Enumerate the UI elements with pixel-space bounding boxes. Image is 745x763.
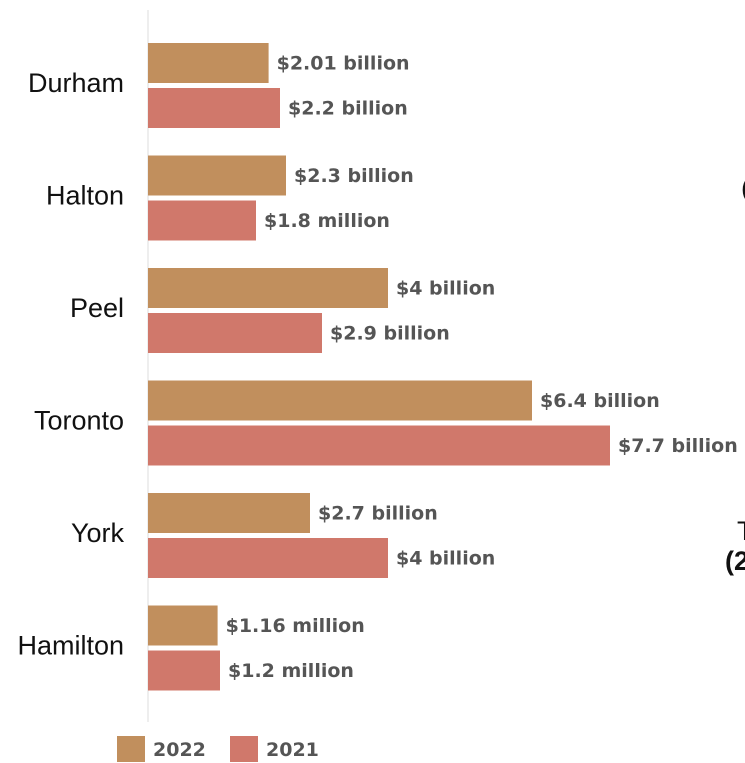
data-label-toronto-2021: $7.7 billion bbox=[618, 435, 738, 457]
category-label-hamilton: Hamilton bbox=[17, 631, 124, 661]
category-label-york: York bbox=[71, 518, 125, 548]
data-label-durham-2022: $2.01 billion bbox=[277, 53, 410, 75]
side-text-fragment: (2 bbox=[725, 546, 745, 576]
data-label-halton-2022: $2.3 billion bbox=[294, 165, 414, 187]
legend-label-2022: 2022 bbox=[153, 739, 206, 761]
data-label-halton-2021: $1.8 million bbox=[264, 210, 390, 232]
bar-toronto-2021 bbox=[148, 425, 610, 466]
bar-durham-2022 bbox=[148, 43, 269, 83]
bar-toronto-2022 bbox=[148, 380, 532, 421]
data-label-durham-2021: $2.2 billion bbox=[288, 98, 408, 120]
bar-durham-2021 bbox=[148, 88, 280, 128]
side-text-fragment: T bbox=[737, 516, 745, 546]
category-label-halton: Halton bbox=[46, 181, 124, 211]
bar-hamilton-2022 bbox=[148, 605, 218, 646]
bars-layer bbox=[148, 43, 610, 691]
bar-halton-2022 bbox=[148, 155, 286, 196]
data-label-peel-2022: $4 billion bbox=[396, 278, 495, 300]
category-label-durham: Durham bbox=[28, 68, 124, 98]
category-label-toronto: Toronto bbox=[34, 406, 124, 436]
bar-peel-2021 bbox=[148, 313, 322, 353]
data-label-peel-2021: $2.9 billion bbox=[330, 323, 450, 345]
legend-swatch-2022 bbox=[117, 736, 145, 762]
bar-peel-2022 bbox=[148, 268, 388, 308]
legend: 2022 2021 bbox=[117, 736, 319, 762]
bar-halton-2021 bbox=[148, 200, 256, 241]
category-label-peel: Peel bbox=[70, 293, 124, 323]
data-label-york-2021: $4 billion bbox=[396, 548, 495, 570]
legend-swatch-2021 bbox=[230, 736, 258, 762]
data-label-york-2022: $2.7 billion bbox=[318, 503, 438, 525]
bar-york-2021 bbox=[148, 538, 388, 578]
labels-layer: Durham $2.01 billion $2.2 billion Halton $2.… bbox=[17, 53, 737, 683]
data-label-toronto-2022: $6.4 billion bbox=[540, 390, 660, 412]
data-label-hamilton-2022: $1.16 million bbox=[226, 615, 365, 637]
data-label-hamilton-2021: $1.2 million bbox=[228, 660, 354, 682]
bar-hamilton-2021 bbox=[148, 650, 220, 691]
bar-york-2022 bbox=[148, 493, 310, 533]
legend-label-2021: 2021 bbox=[266, 739, 319, 761]
side-text-fragment: ( bbox=[741, 173, 745, 203]
